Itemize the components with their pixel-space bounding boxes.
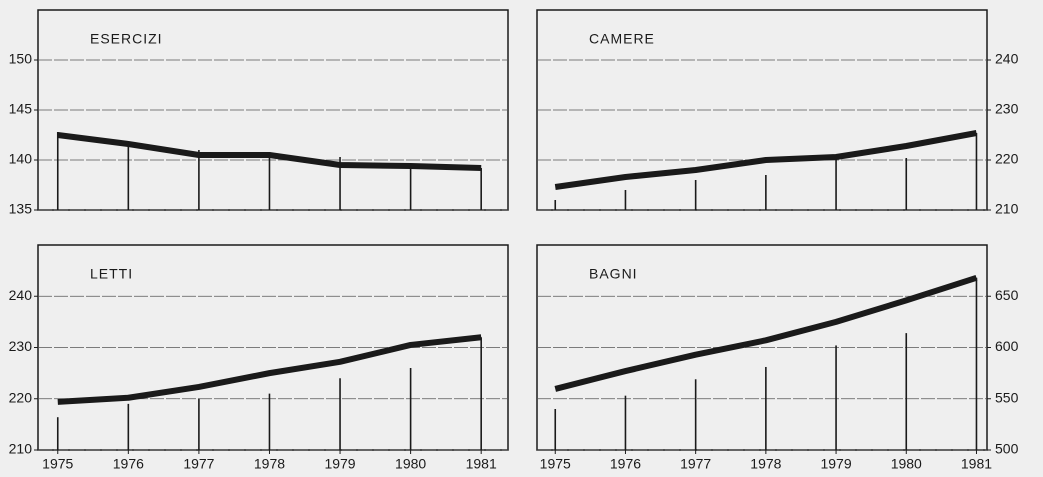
x-tick-label: 1981 [961, 456, 992, 472]
y-tick-label: 135 [9, 201, 33, 217]
y-tick-label: 140 [9, 151, 33, 167]
y-tick-label: 240 [9, 287, 33, 303]
y-tick-label: 145 [9, 101, 33, 117]
data-line [554, 130, 978, 190]
x-tick-label: 1975 [42, 456, 73, 472]
panel-title: CAMERE [589, 31, 655, 47]
y-tick-label: 230 [995, 101, 1019, 117]
x-tick-label: 1977 [680, 456, 711, 472]
x-tick-label: 1978 [750, 456, 781, 472]
y-tick-label: 650 [995, 287, 1019, 303]
x-tick-label: 1975 [540, 456, 571, 472]
x-tick-label: 1979 [324, 456, 355, 472]
y-tick-label: 550 [995, 389, 1019, 405]
y-tick-label: 150 [9, 51, 33, 67]
y-tick-label: 210 [995, 201, 1019, 217]
y-tick-label: 230 [9, 338, 33, 354]
panel-title: LETTI [90, 266, 133, 282]
y-tick-label: 210 [9, 441, 33, 457]
x-tick-label: 1979 [820, 456, 851, 472]
y-tick-label: 240 [995, 51, 1019, 67]
x-tick-label: 1976 [113, 456, 144, 472]
y-tick-label: 600 [995, 338, 1019, 354]
x-tick-label: 1977 [183, 456, 214, 472]
x-tick-label: 1980 [891, 456, 922, 472]
y-tick-label: 220 [995, 151, 1019, 167]
x-tick-label: 1980 [395, 456, 426, 472]
panel-title: ESERCIZI [90, 31, 163, 47]
x-tick-label: 1978 [254, 456, 285, 472]
x-tick-label: 1976 [610, 456, 641, 472]
x-tick-label: 1981 [466, 456, 497, 472]
y-tick-label: 220 [9, 389, 33, 405]
data-line [554, 274, 978, 392]
data-line [57, 334, 482, 405]
y-tick-label: 500 [995, 441, 1019, 457]
panel-title: BAGNI [589, 266, 638, 282]
